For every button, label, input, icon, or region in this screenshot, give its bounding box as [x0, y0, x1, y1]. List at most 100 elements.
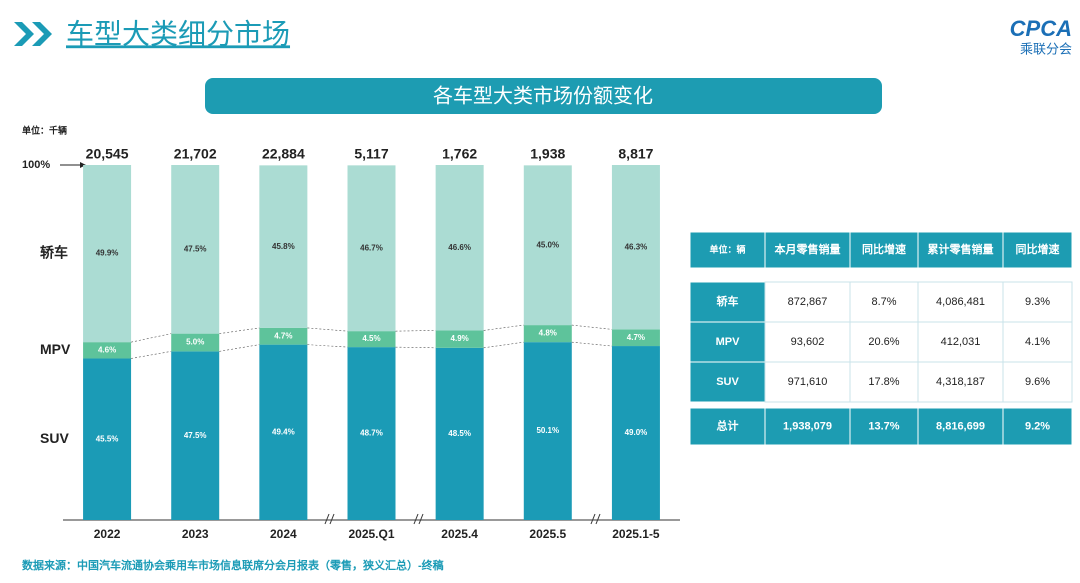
unit-label: 单位：千辆	[22, 124, 67, 135]
bar-segment	[523, 342, 572, 520]
table-cell	[849, 361, 919, 403]
data-label: 5.0%	[186, 338, 204, 347]
table-cell	[917, 231, 1004, 269]
bar-segment	[435, 165, 484, 331]
data-label: 48.7%	[360, 429, 383, 438]
table-text: MPV	[716, 336, 741, 348]
bar-segment	[523, 325, 572, 343]
data-label: 46.3%	[625, 242, 648, 251]
connector	[483, 324, 524, 331]
bar-segment	[171, 333, 220, 352]
data-label: 4.8%	[539, 329, 557, 338]
bar-segment	[171, 165, 220, 334]
bar-segment	[259, 327, 308, 345]
table-cell	[764, 231, 851, 269]
data-label: 4.7%	[274, 331, 292, 340]
data-label: 47.5%	[184, 244, 207, 253]
table-text: 总计	[717, 418, 739, 432]
table-text: 4,318,187	[936, 376, 985, 388]
data-label: 4.5%	[362, 334, 380, 343]
chart-title-banner	[205, 78, 882, 114]
table-text: 9.6%	[1025, 376, 1050, 388]
table-text: 8,816,699	[936, 420, 985, 432]
bar-segment	[435, 347, 484, 520]
table-text: 4,086,481	[936, 296, 985, 308]
total-label: 20,545	[86, 146, 129, 162]
table-text: 1,938,079	[783, 420, 832, 432]
bar-segment	[611, 346, 660, 520]
total-label: 21,702	[174, 146, 217, 162]
data-label: 4.6%	[98, 345, 116, 354]
connector	[307, 327, 348, 332]
table-cell	[764, 407, 851, 446]
table-cell	[689, 361, 766, 403]
connector	[395, 346, 436, 349]
total-label: 5,117	[354, 146, 388, 162]
series-label: SUV	[40, 430, 69, 446]
table-cell	[917, 407, 1004, 446]
table-text: 4.1%	[1025, 336, 1050, 348]
y-tick-label: 100%	[22, 159, 50, 171]
bar-segment	[347, 165, 396, 332]
total-label: 1,938	[530, 146, 565, 162]
table-text: 93,602	[791, 336, 825, 348]
chart-title: 各车型大类市场份额变化	[433, 84, 653, 107]
source-note: 数据来源：中国汽车流通协会乘用车市场信息联席分会月报表（零售，狭义汇总）-终稿	[22, 558, 444, 572]
total-label: 22,884	[262, 146, 305, 162]
bar-segment	[259, 344, 308, 520]
bar-segment	[171, 351, 220, 520]
table-cell	[1002, 407, 1073, 446]
total-label: 1,762	[442, 146, 477, 162]
x-tick-label: 2025.5	[529, 527, 566, 541]
x-tick-label: 2024	[270, 527, 297, 541]
table-text: 本月零售销量	[775, 242, 841, 256]
data-label: 4.7%	[627, 333, 645, 342]
bar-segment	[83, 165, 132, 343]
bar-segment	[83, 358, 132, 520]
data-label: 46.7%	[360, 243, 383, 252]
table-cell	[849, 321, 919, 363]
table-text: 同比增速	[862, 242, 906, 256]
table-text: 13.7%	[868, 420, 899, 432]
x-tick-label: 2022	[94, 527, 121, 541]
logo-sub: 乘联分会	[1020, 41, 1072, 56]
data-label: 47.5%	[184, 431, 207, 440]
table-text: 单位：辆	[709, 243, 745, 254]
connector	[307, 344, 348, 348]
connector	[219, 327, 260, 334]
axis-breaks	[324, 513, 601, 525]
chevron-icon	[32, 22, 52, 46]
table-text: SUV	[716, 376, 739, 388]
table-cell	[1002, 231, 1073, 269]
data-label: 49.9%	[96, 249, 119, 258]
data-label: 45.8%	[272, 242, 295, 251]
bar-segment	[611, 165, 660, 330]
bar-segment	[347, 347, 396, 520]
bar-segment	[435, 330, 484, 348]
x-tick-label: 2025.4	[441, 527, 478, 541]
series-label: MPV	[40, 341, 71, 357]
x-tick-label: 2025.Q1	[348, 527, 394, 541]
table-text: 412,031	[941, 336, 981, 348]
table-cell	[1002, 281, 1073, 323]
table-cell	[849, 231, 919, 269]
x-tick-label: 2025.1-5	[612, 527, 660, 541]
table-text: 9.2%	[1025, 420, 1050, 432]
table-cell	[764, 361, 851, 403]
data-label: 49.0%	[625, 428, 648, 437]
table-cell	[917, 361, 1004, 403]
table-text: 累计零售销量	[928, 242, 994, 256]
table-cell	[689, 231, 766, 269]
connector	[395, 330, 436, 332]
table-cell	[764, 321, 851, 363]
bar-segment	[347, 331, 396, 348]
table-text: 轿车	[717, 294, 739, 308]
data-label: 4.9%	[451, 334, 469, 343]
bar-segment	[611, 329, 660, 347]
x-tick-label: 2023	[182, 527, 209, 541]
data-label: 45.0%	[536, 240, 559, 249]
table-cell	[917, 321, 1004, 363]
connector	[219, 344, 260, 352]
connector	[483, 341, 524, 349]
